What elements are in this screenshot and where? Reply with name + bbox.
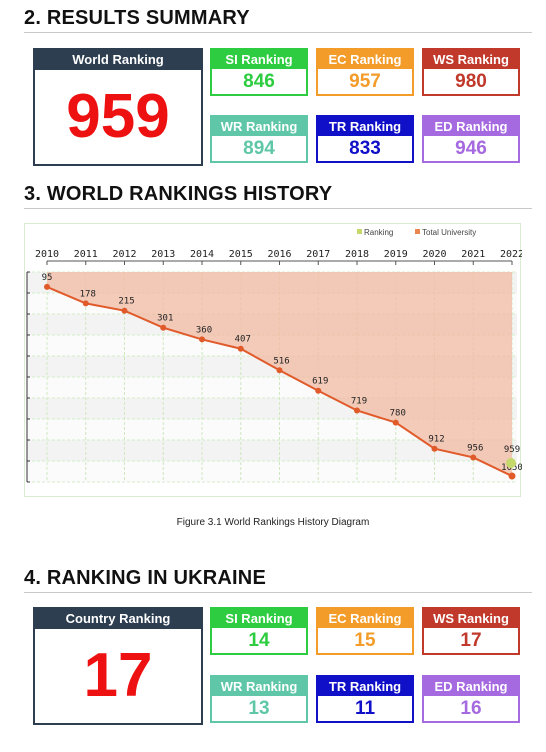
- data-label: 956: [467, 443, 483, 453]
- current-ranking-point: [506, 458, 516, 469]
- world-ranking-box: World Ranking 959: [33, 48, 203, 166]
- ranking-label: WS Ranking: [424, 50, 518, 69]
- ranking-label: WS Ranking: [424, 609, 518, 628]
- ranking-point: [276, 367, 283, 374]
- ranking-point: [392, 419, 399, 426]
- x-tick-label: 2021: [461, 249, 485, 260]
- data-label: 215: [118, 297, 134, 307]
- data-label: 1050: [501, 463, 522, 473]
- ukraine-box-si: SI Ranking 14: [210, 607, 308, 655]
- total-university-area: [47, 272, 512, 477]
- ranking-value: 957: [349, 71, 381, 92]
- results-box-tr: TR Ranking 833: [316, 115, 414, 163]
- ranking-point: [237, 345, 244, 352]
- results-box-si: SI Ranking 846: [210, 48, 308, 96]
- legend-swatch: [357, 229, 362, 234]
- ranking-value: 946: [455, 138, 487, 159]
- x-tick-label: 2010: [35, 249, 59, 260]
- ranking-label: SI Ranking: [212, 609, 306, 628]
- ranking-label: EC Ranking: [318, 609, 412, 628]
- ranking-point: [82, 300, 89, 307]
- ranking-point: [315, 387, 322, 394]
- x-tick-label: 2022: [500, 249, 522, 260]
- x-tick-label: 2015: [229, 249, 253, 260]
- section-title-results: 2. RESULTS SUMMARY: [24, 7, 532, 33]
- ranking-value: 11: [354, 698, 376, 719]
- ranking-point: [121, 307, 128, 314]
- results-box-wr: WR Ranking 894: [210, 115, 308, 163]
- results-box-ed: ED Ranking 946: [422, 115, 520, 163]
- ranking-value: 980: [455, 71, 487, 92]
- ranking-label: TR Ranking: [318, 117, 412, 136]
- data-label: 407: [235, 335, 251, 345]
- total-university-point: [508, 472, 516, 480]
- section-title-history: 3. WORLD RANKINGS HISTORY: [24, 183, 532, 209]
- ranking-point: [431, 445, 438, 452]
- ukraine-box-tr: TR Ranking 11: [316, 675, 414, 723]
- ranking-label: WR Ranking: [212, 677, 306, 696]
- data-label: 301: [157, 314, 173, 324]
- data-label: 912: [428, 435, 444, 445]
- data-label: 619: [312, 377, 328, 387]
- legend-label: Total University: [422, 228, 476, 237]
- results-box-ws: WS Ranking 980: [422, 48, 520, 96]
- data-label: 959: [504, 445, 520, 455]
- x-tick-label: 2018: [345, 249, 369, 260]
- ranking-point: [199, 336, 205, 343]
- ukraine-box-wr: WR Ranking 13: [210, 675, 308, 723]
- data-label: 95: [42, 273, 53, 283]
- legend-swatch: [415, 229, 420, 234]
- legend-label: Ranking: [364, 228, 393, 237]
- data-label: 360: [196, 325, 212, 335]
- ranking-label: ED Ranking: [424, 117, 518, 136]
- ranking-point: [354, 407, 360, 414]
- world-ranking-value: 959: [66, 82, 170, 151]
- ranking-point: [470, 454, 477, 461]
- x-tick-label: 2013: [151, 249, 175, 260]
- ranking-value: 894: [243, 138, 275, 159]
- x-tick-label: 2014: [190, 249, 214, 260]
- grid-band: [27, 461, 517, 482]
- rankings-history-chart: 2010 2011 2012 2013 2014 2015 2016 2017 2018 2019…: [24, 223, 524, 497]
- ranking-value: 14: [248, 630, 270, 651]
- results-box-ec: EC Ranking 957: [316, 48, 414, 96]
- ranking-point: [44, 283, 50, 290]
- ranking-label: WR Ranking: [212, 117, 306, 136]
- ranking-value: 846: [243, 71, 275, 92]
- country-ranking-value: 17: [83, 641, 153, 710]
- ukraine-box-ed: ED Ranking 16: [422, 675, 520, 723]
- ranking-value: 15: [354, 630, 376, 651]
- country-ranking-label: Country Ranking: [35, 609, 201, 629]
- x-tick-label: 2011: [74, 249, 98, 260]
- x-tick-label: 2017: [306, 249, 330, 260]
- x-tick-label: 2012: [112, 249, 136, 260]
- ranking-value: 17: [460, 630, 482, 651]
- ranking-label: EC Ranking: [318, 50, 412, 69]
- world-ranking-label: World Ranking: [35, 50, 201, 70]
- country-ranking-box: Country Ranking 17: [33, 607, 203, 725]
- data-label: 178: [80, 289, 96, 299]
- section-title-ukraine: 4. RANKING IN UKRAINE: [24, 567, 532, 593]
- figure-caption: Figure 3.1 World Rankings History Diagra…: [176, 517, 370, 528]
- ranking-value: 13: [248, 698, 270, 719]
- chart-svg: 2010 2011 2012 2013 2014 2015 2016 2017 2018 2019…: [26, 228, 524, 483]
- ranking-point: [160, 324, 167, 331]
- data-label: 780: [390, 409, 406, 419]
- ukraine-box-ec: EC Ranking 15: [316, 607, 414, 655]
- x-tick-label: 2019: [384, 249, 408, 260]
- x-tick-label: 2016: [267, 249, 291, 260]
- ranking-label: SI Ranking: [212, 50, 306, 69]
- ranking-value: 16: [460, 698, 482, 719]
- ukraine-box-ws: WS Ranking 17: [422, 607, 520, 655]
- ranking-label: ED Ranking: [424, 677, 518, 696]
- x-tick-label: 2020: [422, 249, 446, 260]
- data-label: 719: [351, 397, 367, 407]
- ranking-value: 833: [349, 138, 381, 159]
- ranking-label: TR Ranking: [318, 677, 412, 696]
- data-label: 516: [273, 356, 289, 366]
- grid-band: [27, 440, 517, 461]
